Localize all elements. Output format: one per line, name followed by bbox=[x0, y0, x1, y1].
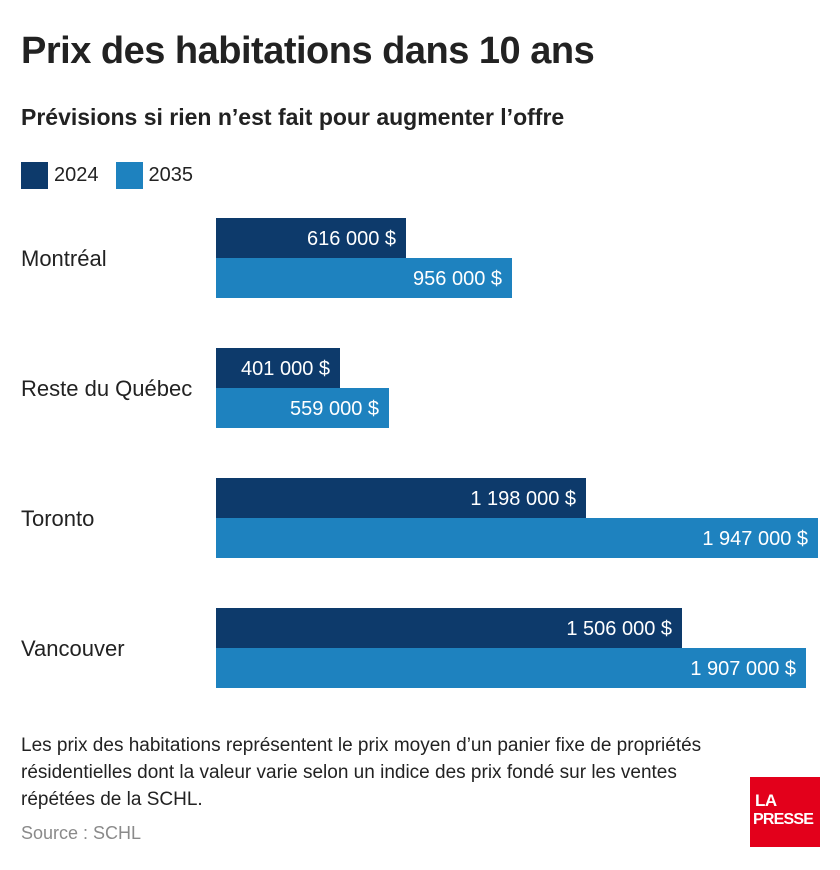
value-label-toronto-2024: 1 198 000 $ bbox=[470, 488, 576, 510]
chart-subtitle: Prévisions si rien n’est fait pour augme… bbox=[21, 104, 565, 130]
value-label-vancouver-2035: 1 907 000 $ bbox=[690, 658, 796, 680]
chart-legend: 2024 2035 bbox=[21, 160, 210, 190]
footnote: Les prix des habitations représentent le… bbox=[21, 735, 702, 810]
value-label-vancouver-2024: 1 506 000 $ bbox=[566, 618, 672, 640]
value-label-toronto-2035: 1 947 000 $ bbox=[702, 528, 808, 550]
bar-reste-du-quebec-2024 bbox=[216, 348, 340, 388]
bar-montreal-2035 bbox=[216, 258, 512, 298]
source-note: Source : SCHL bbox=[21, 823, 142, 843]
legend-swatch-2024 bbox=[21, 161, 48, 189]
legend-item-2024: 2024 bbox=[21, 161, 99, 189]
bar-vancouver-2024 bbox=[216, 608, 682, 648]
value-label-montreal-2024: 616 000 $ bbox=[307, 228, 396, 250]
legend-swatch-2035 bbox=[115, 161, 143, 189]
bar-toronto-2024 bbox=[216, 478, 586, 518]
la-presse-logo: LA PRESSE bbox=[750, 777, 820, 847]
category-label-toronto: Toronto bbox=[21, 506, 94, 531]
legend-label-2035: 2035 bbox=[148, 163, 194, 186]
category-label-montreal: Montréal bbox=[21, 246, 107, 271]
bar-montreal-2024 bbox=[216, 218, 406, 258]
value-label-reste-du-quebec-2024: 401 000 $ bbox=[241, 358, 330, 380]
legend-label-2024: 2024 bbox=[54, 163, 99, 186]
legend-item-2035: 2035 bbox=[115, 161, 194, 189]
logo-text-la: LA bbox=[755, 791, 777, 810]
value-label-reste-du-quebec-2035: 559 000 $ bbox=[290, 398, 379, 420]
chart-title: Prix des habitations dans 10 ans bbox=[21, 30, 595, 72]
category-label-reste-du-quebec: Reste du Québec bbox=[21, 376, 192, 401]
value-label-montreal-2035: 956 000 $ bbox=[413, 268, 502, 290]
category-label-vancouver: Vancouver bbox=[21, 636, 125, 661]
bar-chart: Montréal 616 000 $ 956 000 $ Reste du Québe… bbox=[21, 218, 818, 688]
bar-vancouver-2035 bbox=[216, 648, 806, 688]
bar-toronto-2035 bbox=[216, 518, 818, 558]
bar-reste-du-quebec-2035 bbox=[216, 388, 389, 428]
logo-text-presse: PRESSE bbox=[753, 811, 814, 828]
